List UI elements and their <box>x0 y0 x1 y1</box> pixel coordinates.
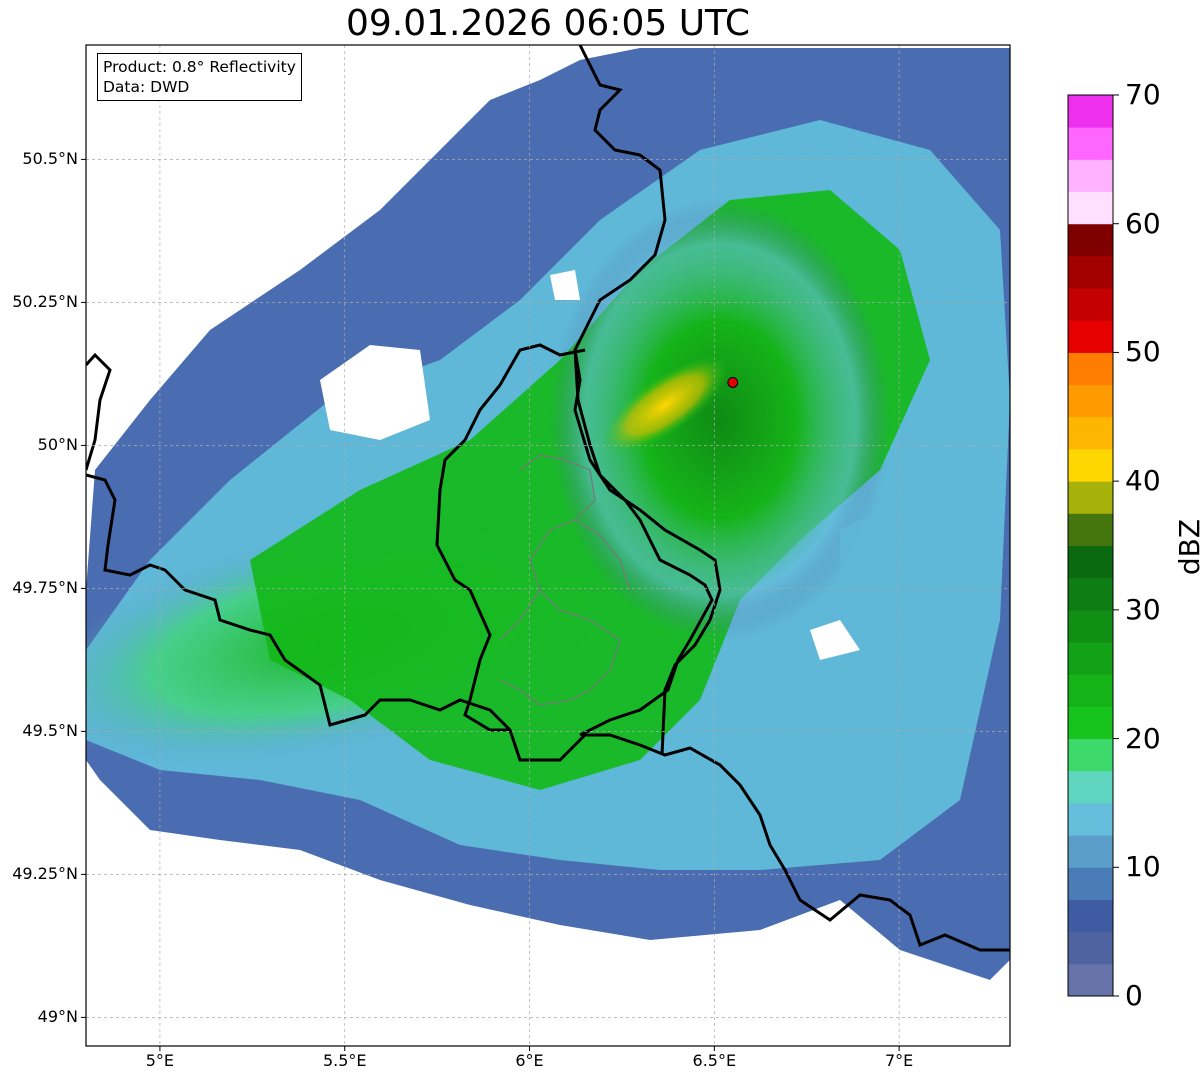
colorbar-segment <box>1068 706 1113 740</box>
colorbar-segment <box>1068 963 1113 997</box>
echo-radar-near <box>550 200 890 640</box>
colorbar-segment <box>1068 609 1113 643</box>
lat-tick-label: 49.25°N <box>12 864 78 884</box>
colorbar-segment <box>1068 352 1113 386</box>
colorbar-segment <box>1068 481 1113 514</box>
colorbar-tick-label: 10 <box>1125 850 1161 884</box>
clear-gap <box>86 780 1010 1046</box>
colorbar-segment <box>1068 642 1113 675</box>
luxembourg-border <box>435 343 586 732</box>
colorbar-segment <box>1068 738 1113 772</box>
clear-gap <box>550 270 580 300</box>
map-frame <box>85 44 1011 1047</box>
district-boundary <box>499 454 631 706</box>
echo-patch <box>840 500 940 620</box>
lon-tick-label: 5°E <box>145 1051 175 1070</box>
country-border <box>86 473 1010 952</box>
colorbar-segment <box>1068 867 1113 900</box>
colorbar-frame <box>1067 94 1114 997</box>
map-title: 09.01.2026 06:05 UTC <box>345 3 751 44</box>
colorbar-tick-label: 30 <box>1125 592 1161 626</box>
lat-tick-label: 49.5°N <box>22 721 78 741</box>
colorbar-tick-label: 50 <box>1125 335 1161 369</box>
colorbar-segment <box>1068 159 1113 193</box>
lat-tick-label: 49°N <box>37 1007 78 1027</box>
colorbar-segment <box>1068 931 1113 965</box>
echo-high-core <box>601 356 729 454</box>
lon-tick-label: 7°E <box>884 1051 914 1070</box>
colorbar-segment <box>1068 95 1113 128</box>
info-box: Product: 0.8° Reflectivity Data: DWD <box>97 53 302 101</box>
product-label: Product: 0.8° Reflectivity <box>103 58 296 76</box>
colorbar-segment <box>1068 513 1113 546</box>
colorbar-segment <box>1068 255 1113 289</box>
lat-tick-label: 50.5°N <box>22 149 78 169</box>
country-border <box>86 352 112 471</box>
colorbar-tick-label: 20 <box>1125 721 1161 755</box>
clear-gap <box>320 345 430 440</box>
colorbar-tick-label: 40 <box>1125 464 1161 498</box>
lon-tick-label: 6.5°E <box>692 1051 737 1070</box>
colorbar-segment <box>1068 899 1113 933</box>
lat-tick-label: 50.25°N <box>12 292 78 312</box>
colorbar-segment <box>1068 545 1113 579</box>
colorbar-segment <box>1068 223 1113 257</box>
colorbar-segment <box>1068 320 1113 353</box>
lon-tick-label: 5.5°E <box>322 1051 367 1070</box>
clear-gap <box>86 48 560 350</box>
colorbar-label: dBZ <box>1173 518 1202 576</box>
colorbar <box>1068 95 1113 997</box>
colorbar-tick-label: 0 <box>1125 979 1143 1012</box>
lat-tick-label: 49.75°N <box>12 578 78 598</box>
lon-tick-label: 6°E <box>515 1051 544 1070</box>
colorbar-segment <box>1068 448 1113 482</box>
clear-gap <box>810 620 860 660</box>
lat-tick-label: 50°N <box>37 435 78 455</box>
colorbar-tick-label: 60 <box>1125 206 1161 240</box>
colorbar-segment <box>1068 384 1113 418</box>
colorbar-tick-label: 70 <box>1125 78 1161 111</box>
luxembourg-border <box>573 349 714 737</box>
colorbar-segment <box>1068 835 1113 868</box>
colorbar-segment <box>1068 577 1113 611</box>
colorbar-segment <box>1068 674 1113 707</box>
data-source-label: Data: DWD <box>103 78 190 96</box>
colorbar-segment <box>1068 191 1113 225</box>
colorbar-segment <box>1068 127 1113 160</box>
radar-site-marker[interactable] <box>727 376 739 388</box>
colorbar-segment <box>1068 802 1113 836</box>
colorbar-segment <box>1068 288 1113 321</box>
colorbar-segment <box>1068 770 1113 804</box>
colorbar-segment <box>1068 416 1113 450</box>
gridlines <box>86 45 1010 1046</box>
